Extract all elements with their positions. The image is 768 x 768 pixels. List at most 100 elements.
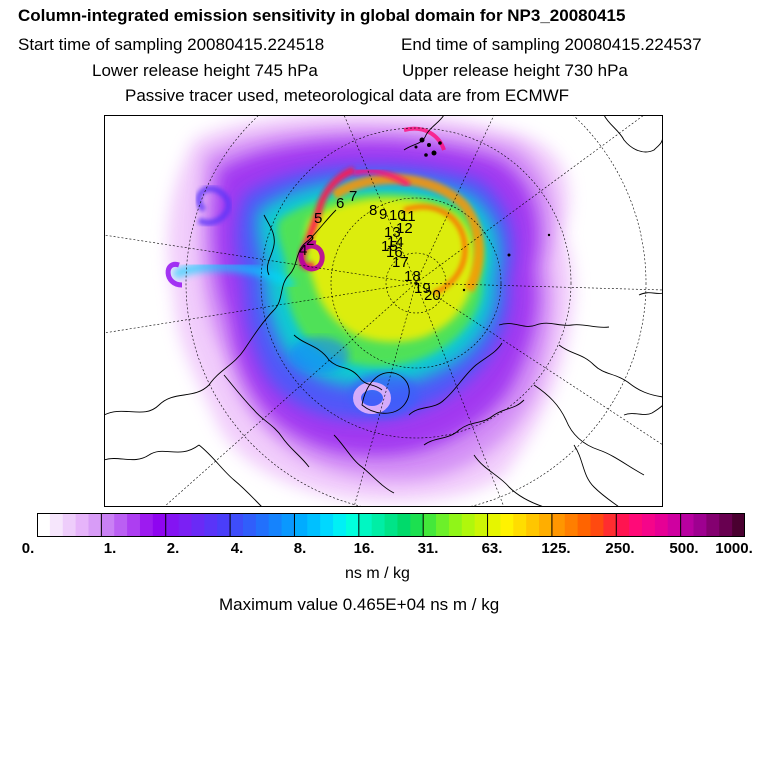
colorbar-swatch (642, 513, 656, 537)
colorbar-tick-label: 2. (166, 540, 180, 557)
colorbar-swatch (706, 513, 720, 537)
lower-release-text: Lower release height 745 hPa (92, 61, 318, 80)
colorbar-tick-label: 500. (669, 540, 699, 557)
trajectory-label: 14 (387, 234, 404, 251)
trajectory-label: 15 (381, 238, 398, 255)
trajectory-label: 5 (314, 210, 322, 227)
end-time-text: End time of sampling 20080415.224537 (401, 35, 702, 54)
colorbar-tick-label: 63. (481, 540, 503, 557)
trajectory-label: 8 (369, 202, 377, 219)
colorbar-swatch (500, 513, 514, 537)
colorbar-swatch (62, 513, 77, 537)
colorbar-tick-label: 250. (605, 540, 635, 557)
colorbar-swatch (49, 513, 64, 537)
start-time-text: Start time of sampling 20080415.224518 (18, 35, 325, 54)
colorbar-swatch (410, 513, 424, 537)
colorbar-swatch (551, 513, 566, 537)
trajectory-label: 16 (386, 244, 403, 261)
trajectory-label: 12 (396, 220, 413, 237)
trajectory-label: 7 (349, 188, 357, 205)
trajectory-label: 20 (424, 287, 441, 304)
colorbar-swatch (114, 513, 128, 537)
colorbar-swatch (242, 513, 257, 537)
colorbar-swatch (307, 513, 321, 537)
colorbar-swatch (513, 513, 527, 537)
colorbar-swatch (564, 513, 579, 537)
colorbar-swatch (178, 513, 193, 537)
trajectory-label: 13 (384, 224, 401, 241)
colorbar-swatch (268, 513, 283, 537)
trajectory-label: 19 (414, 280, 431, 297)
colorbar-swatch (680, 513, 695, 537)
colorbar-swatch (139, 513, 154, 537)
colorbar-swatch (88, 513, 102, 537)
colorbar-swatch (384, 513, 399, 537)
colorbar-swatch (281, 513, 296, 537)
island-marks (414, 137, 551, 292)
colorbar-swatch (693, 513, 707, 537)
colorbar-swatch (204, 513, 218, 537)
colorbar-swatch (539, 513, 553, 537)
trajectory-label: 11 (400, 208, 416, 225)
trajectory-label: 6 (336, 195, 344, 212)
map-frame (104, 115, 663, 507)
colorbar-tick-label: 1000. (715, 540, 753, 557)
tracer-note-text: Passive tracer used, meteorological data… (125, 86, 570, 105)
colorbar-swatch (590, 513, 604, 537)
colorbar-swatch (230, 513, 244, 537)
colorbar-swatch (127, 513, 141, 537)
maximum-value-text: Maximum value 0.465E+04 ns m / kg (219, 595, 500, 614)
colorbar-swatch (448, 513, 463, 537)
colorbar-swatch (371, 513, 386, 537)
colorbar-swatch (165, 513, 180, 537)
colorbar-swatch (732, 513, 745, 537)
colorbar-swatch (616, 513, 630, 537)
colorbar-swatch (345, 513, 360, 537)
colorbar-swatch (577, 513, 592, 537)
colorbar-swatch (397, 513, 411, 537)
colorbar-swatch (101, 513, 115, 537)
colorbar-tick-label: 125. (541, 540, 571, 557)
colorbar-tick-label: 16. (353, 540, 375, 557)
colorbar-swatch (320, 513, 334, 537)
colorbar-swatch (191, 513, 205, 537)
colorbar-swatch (719, 513, 733, 537)
colorbar-swatch (654, 513, 669, 537)
colorbar-swatch (461, 513, 476, 537)
colorbar-swatch (629, 513, 643, 537)
graticule (104, 115, 663, 507)
colorbar-swatch (474, 513, 489, 537)
colorbar-swatch (603, 513, 617, 537)
trajectory-label: 9 (379, 206, 387, 223)
upper-release-text: Upper release height 730 hPa (402, 61, 628, 80)
colorbar-tick-label: 8. (293, 540, 307, 557)
colorbar-swatch (255, 513, 270, 537)
colorbar-tick-label: 0. (21, 540, 35, 557)
sensitivity-field (165, 115, 574, 502)
colorbar-swatch (487, 513, 502, 537)
colorbar-swatch (667, 513, 682, 537)
colorbar-swatch (333, 513, 347, 537)
colorbar-unit-label: ns m / kg (345, 565, 410, 582)
colorbar-swatch (75, 513, 90, 537)
colorbar-tick-label: 4. (230, 540, 244, 557)
trajectory-label: 2 (306, 232, 314, 249)
colorbar-swatch (358, 513, 373, 537)
coastlines (104, 115, 663, 507)
colorbar-swatch (423, 513, 437, 537)
colorbar-swatch (37, 513, 51, 537)
map-title: Column-integrated emission sensitivity i… (18, 6, 626, 25)
colorbar-tick-label: 31. (417, 540, 439, 557)
colorbar-frame (37, 513, 745, 537)
trajectory-label: 10 (389, 207, 406, 224)
trajectory-label: 18 (404, 268, 421, 285)
colorbar-swatch (294, 513, 308, 537)
colorbar-swatch (526, 513, 540, 537)
colorbar-swatch (217, 513, 231, 537)
trajectory-label: 4 (299, 242, 307, 259)
trajectory-label: 17 (392, 254, 409, 271)
colorbar (37, 513, 745, 537)
colorbar-tick-label: 1. (103, 540, 117, 557)
